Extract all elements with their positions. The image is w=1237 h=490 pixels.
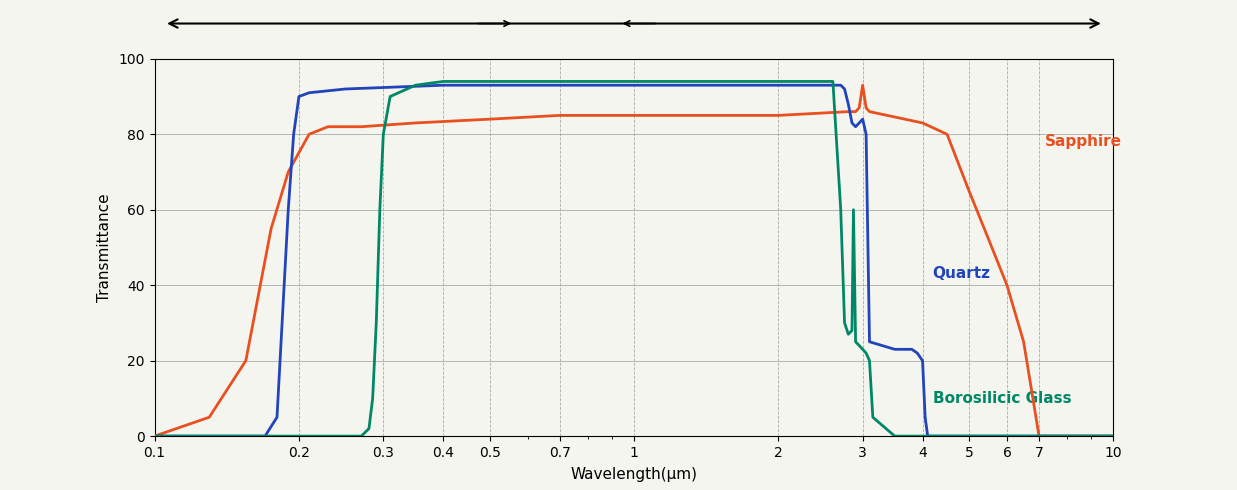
FancyArrowPatch shape: [479, 21, 510, 26]
Text: Quartz: Quartz: [933, 267, 991, 281]
X-axis label: Wavelength(μm): Wavelength(μm): [570, 467, 698, 482]
Y-axis label: Transmittance: Transmittance: [96, 193, 111, 302]
FancyArrowPatch shape: [625, 21, 656, 26]
Text: Borosilicic Glass: Borosilicic Glass: [933, 391, 1071, 406]
Text: Sapphire: Sapphire: [1045, 134, 1122, 149]
FancyArrowPatch shape: [169, 19, 1098, 28]
